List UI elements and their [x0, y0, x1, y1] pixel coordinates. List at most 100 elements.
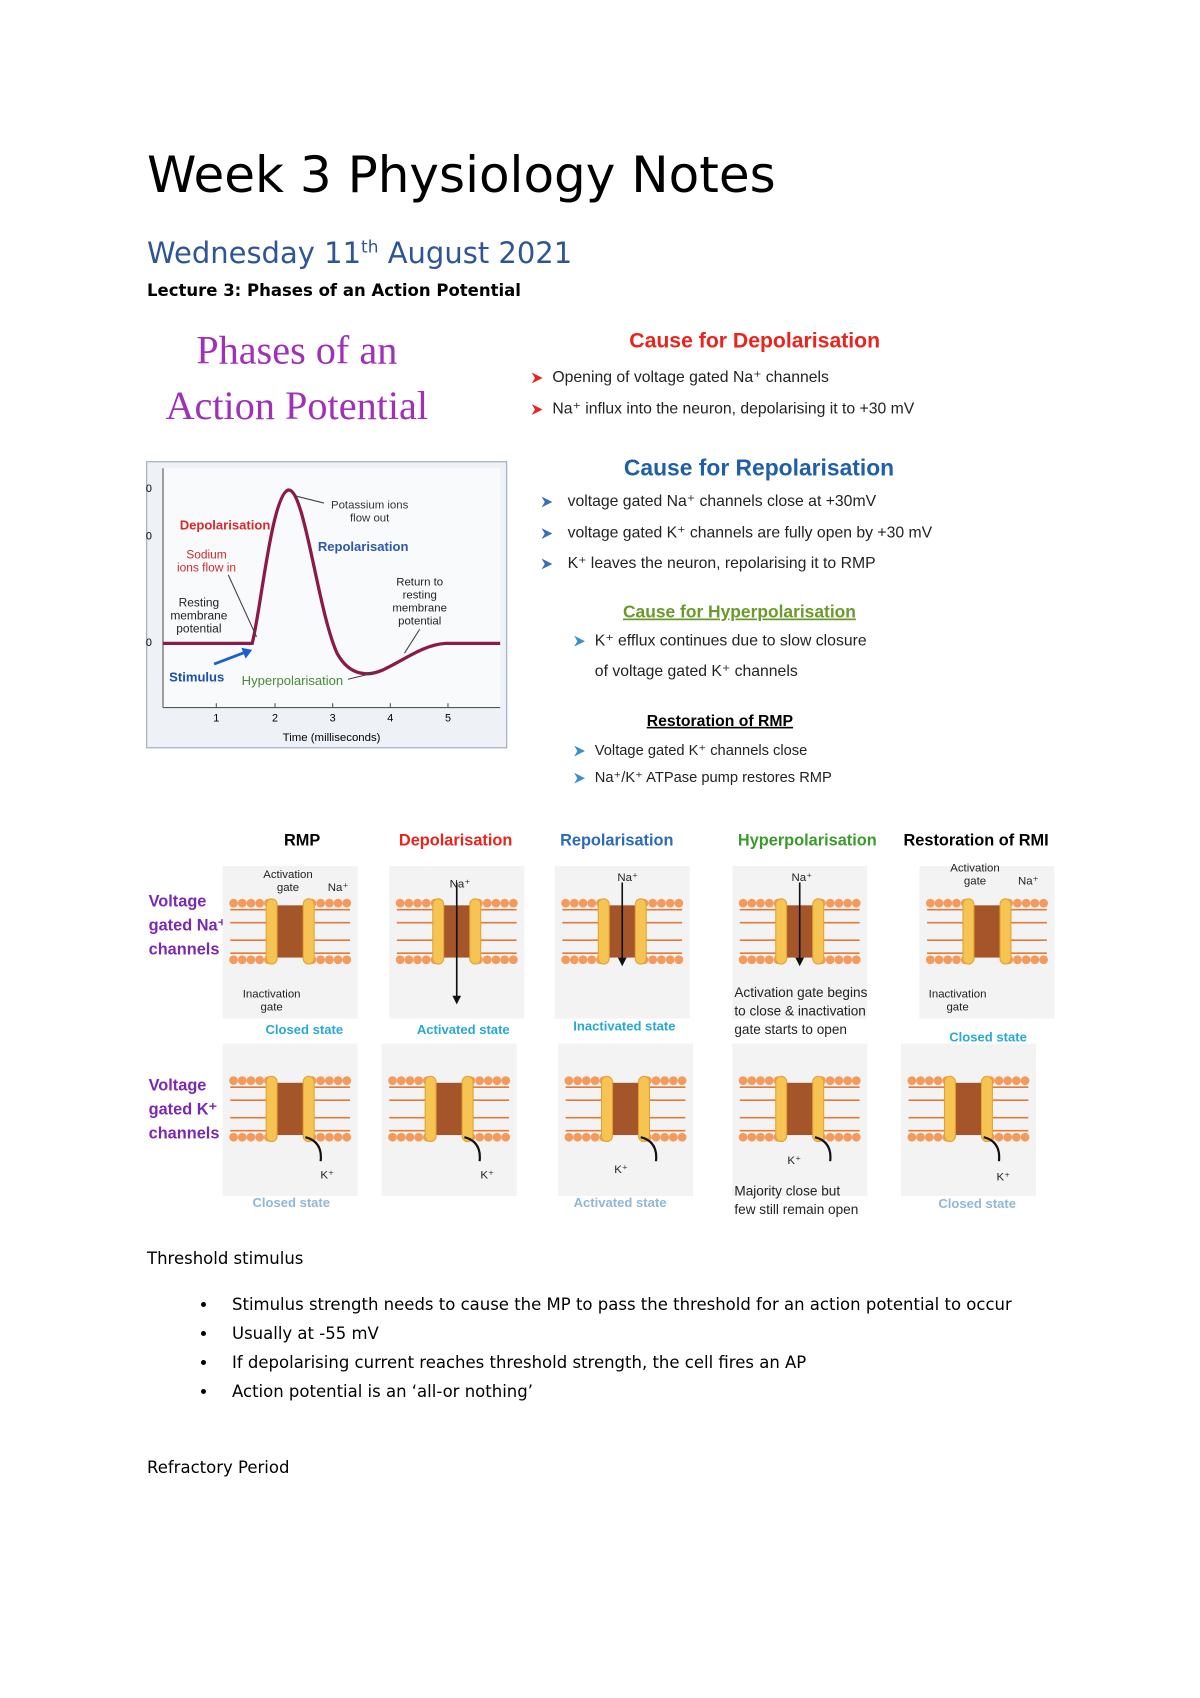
- x-axis-label: Time (milliseconds): [283, 732, 381, 744]
- panel-note: gate: [261, 1002, 283, 1014]
- panel-note: Na⁺: [1018, 875, 1039, 887]
- bullet-arrow: [541, 496, 553, 508]
- stimulus-arrow: [213, 650, 247, 666]
- panel-caption: gate starts to open: [734, 1022, 847, 1037]
- x-tick-label: 3: [330, 712, 336, 724]
- threshold-bullet: Stimulus strength needs to cause the MP …: [218, 1290, 1027, 1319]
- bullet-arrow: [541, 558, 553, 570]
- column-heading: Restoration of RMI: [904, 831, 1049, 849]
- graph-annotation: Repolarisation: [318, 539, 409, 554]
- panel-caption: Closed state: [938, 1196, 1016, 1211]
- graph-annotation: Sodium: [186, 547, 227, 561]
- ion-arrow: [814, 1136, 832, 1162]
- ion-arrowhead: [452, 995, 462, 1005]
- graph-annotation: Potassium ions: [331, 499, 409, 511]
- section-item: K⁺ leaves the neuron, repolarising it to…: [568, 555, 876, 572]
- x-tick-label: 1: [213, 712, 219, 724]
- row-label: Voltage: [149, 1076, 207, 1094]
- x-tick-label: 2: [272, 712, 278, 724]
- pointer: [293, 494, 325, 504]
- pointer: [347, 672, 376, 680]
- panel-note: Na⁺: [328, 882, 349, 894]
- column-heading: Hyperpolarisation: [738, 831, 877, 849]
- doc-title: Week 3 Physiology Notes: [147, 146, 776, 204]
- y-tick-label: 0: [146, 637, 152, 649]
- refractory-heading: Refractory Period: [147, 1458, 290, 1477]
- row-label: channels: [149, 1124, 220, 1142]
- row-label: Voltage: [149, 892, 207, 910]
- y-tick-label: 0: [146, 483, 152, 495]
- ion-arrow: [983, 1136, 1001, 1162]
- panel-note: Activation: [263, 869, 313, 881]
- panel-caption: Closed state: [266, 1022, 344, 1037]
- panel-note: Na⁺: [792, 872, 813, 884]
- section-item: voltage gated Na⁺ channels close at +30m…: [568, 493, 877, 510]
- stimulus-arrowhead: [241, 647, 253, 659]
- section-item: of voltage gated K⁺ channels: [595, 663, 798, 680]
- section-item: Na⁺ influx into the neuron, depolarising…: [552, 401, 914, 418]
- panels: RMP Depolarisation Repolarisation Hyperpola…: [149, 831, 1055, 1217]
- graph-annotation: Hyperpolarisation: [242, 673, 344, 688]
- action-potential-figure: Phases of an Action Potential 0 0 0 1 2 3 4 5 Time…: [146, 327, 933, 786]
- column-heading: RMP: [284, 831, 320, 849]
- panel-caption: Activated state: [417, 1022, 510, 1037]
- panel-caption: Inactivated state: [573, 1019, 675, 1034]
- x-tick-label: 4: [387, 712, 393, 724]
- panel-note: Na⁺: [450, 879, 471, 891]
- section-heading: Cause for Hyperpolarisation: [623, 602, 856, 622]
- panel-note: K⁺: [480, 1169, 494, 1181]
- x-tick-label: 5: [445, 712, 451, 724]
- panel-caption: few still remain open: [734, 1202, 858, 1217]
- bullet-arrow: [574, 745, 586, 757]
- figure-title: Action Potential: [165, 383, 428, 428]
- ion-channel-figure: RMP Depolarisation Repolarisation Hyperpola…: [149, 831, 1055, 1217]
- graph-annotation: potential: [176, 621, 221, 635]
- section-item: K⁺ efflux continues due to slow closure: [595, 632, 867, 649]
- bullet-arrow: [574, 772, 586, 784]
- doc-date: Wednesday 11th August 2021: [147, 236, 572, 270]
- column-heading: Repolarisation: [560, 831, 673, 849]
- figure-title: Phases of an: [196, 327, 397, 372]
- pointer: [227, 574, 258, 638]
- panel-note: Na⁺: [617, 872, 638, 884]
- graph-annotation: potential: [398, 616, 441, 628]
- graph-annotation: Return to: [396, 576, 443, 588]
- panel-note: K⁺: [614, 1164, 628, 1176]
- panel-caption: Majority close but: [734, 1183, 840, 1198]
- row-label: channels: [149, 940, 220, 958]
- graph-annotation: flow out: [350, 512, 390, 524]
- panel-note: gate: [946, 1002, 968, 1014]
- section-item: voltage gated K⁺ channels are fully open…: [568, 525, 933, 542]
- section-item: Opening of voltage gated Na⁺ channels: [552, 369, 829, 386]
- graph-annotation: Depolarisation: [180, 517, 271, 532]
- threshold-heading: Threshold stimulus: [147, 1249, 304, 1268]
- date-tail: August 2021: [378, 236, 573, 270]
- bullet-arrow: [531, 372, 543, 384]
- panel-note: Inactivation: [243, 989, 301, 1001]
- graph-plot: [163, 468, 501, 708]
- panel-note: K⁺: [787, 1155, 801, 1167]
- panel-note: gate: [964, 875, 986, 887]
- bullet-arrow: [574, 635, 586, 647]
- ion-arrowhead: [795, 957, 805, 967]
- lecture-heading: Lecture 3: Phases of an Action Potential: [147, 281, 521, 300]
- graph-annotation: resting: [403, 590, 437, 602]
- threshold-bullet: Action potential is an ‘all-or nothing’: [218, 1377, 1027, 1406]
- section-item: Voltage gated K⁺ channels close: [595, 743, 807, 759]
- y-tick-label: 0: [146, 531, 152, 543]
- panel-note: gate: [277, 882, 299, 894]
- ion-arrow: [640, 1136, 658, 1162]
- ion-arrowhead: [617, 957, 627, 967]
- date-main: Wednesday 11: [147, 236, 362, 270]
- bullet-arrow: [541, 528, 553, 539]
- ion-arrow: [305, 1136, 322, 1162]
- panel-note: K⁺: [996, 1172, 1010, 1184]
- date-sup: th: [361, 237, 379, 258]
- graph-annotation: membrane: [170, 608, 227, 622]
- panel-note: Activation: [950, 862, 1000, 874]
- panel-caption: Activated state: [574, 1195, 667, 1210]
- graph-annotation: ions flow in: [177, 560, 236, 574]
- column-heading: Depolarisation: [399, 831, 512, 849]
- panel-caption: Closed state: [949, 1030, 1027, 1045]
- threshold-bullet: Usually at -55 mV: [218, 1319, 1027, 1348]
